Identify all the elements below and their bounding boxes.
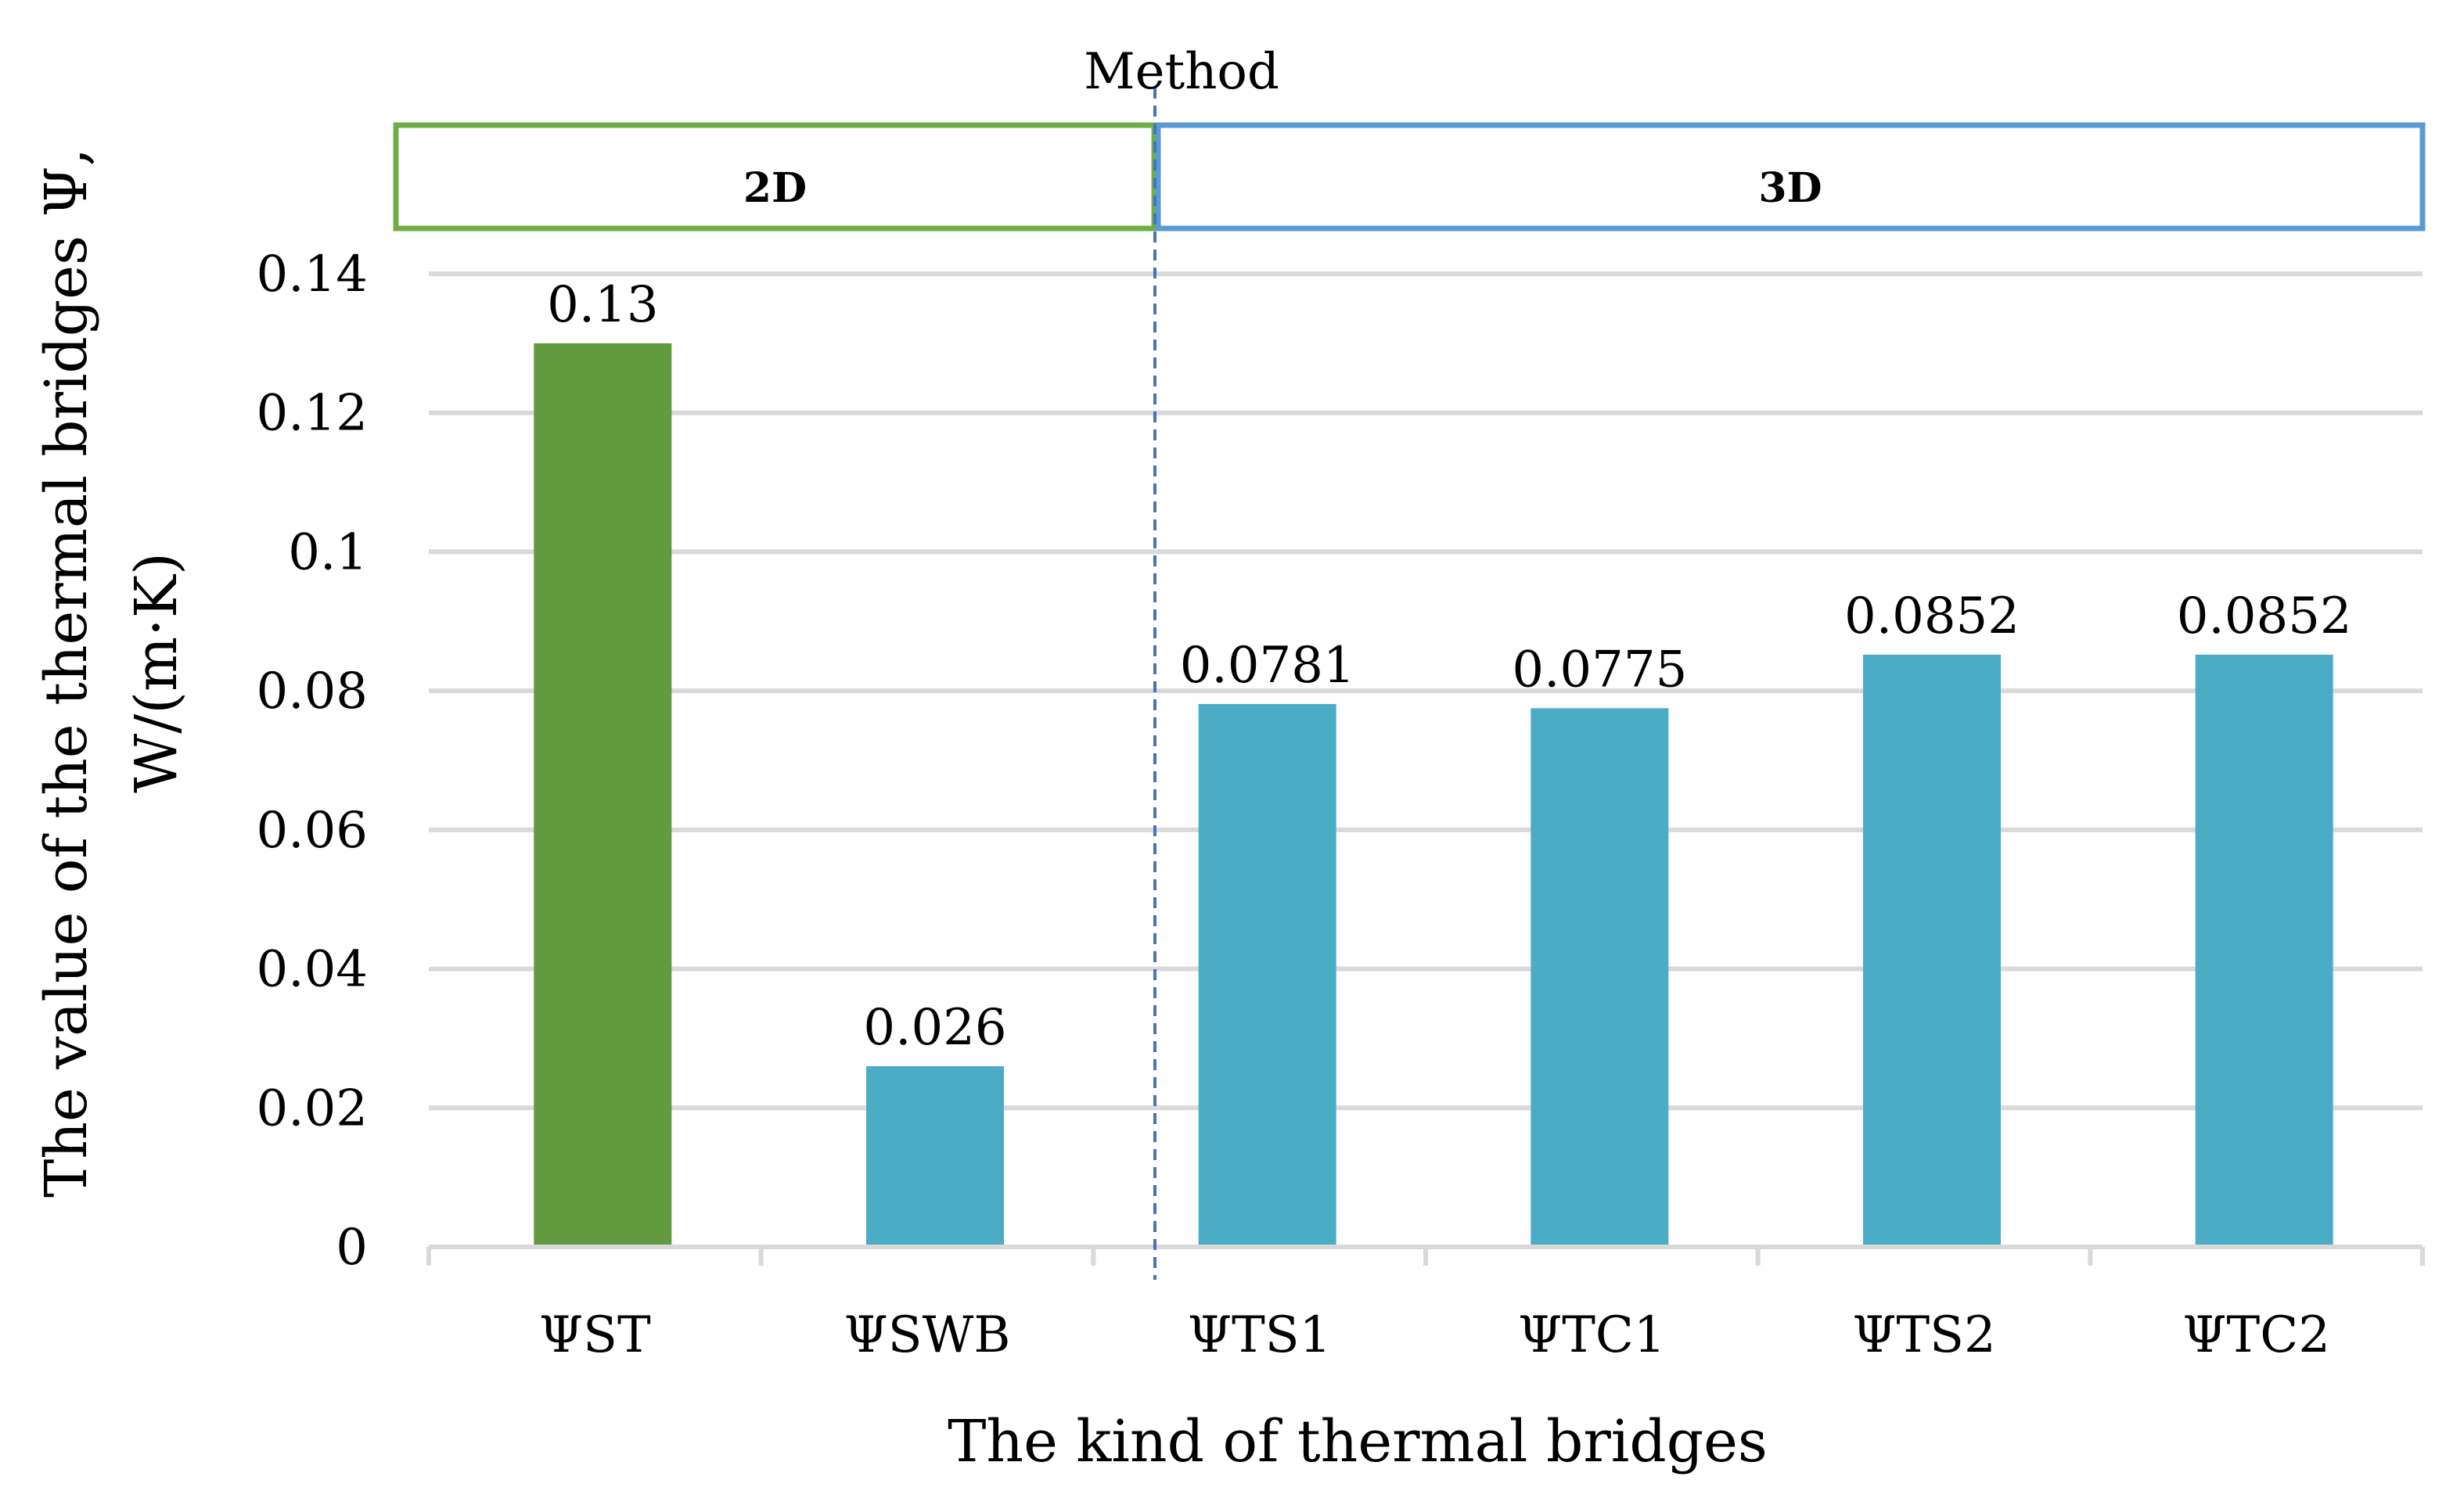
x-tick-label: ΨTC2 — [2182, 1306, 2330, 1364]
y-axis-ticks: 0 0.02 0.04 0.06 0.08 0.1 0.12 0.14 — [257, 246, 369, 1277]
y-axis-title: The value of the thermal bridges Ψ, W/(m… — [33, 148, 190, 1198]
data-label: 0.0852 — [2177, 587, 2352, 645]
bar — [534, 343, 672, 1247]
method-group-label: 2D — [743, 164, 807, 212]
data-label: 0.0775 — [1512, 641, 1687, 699]
data-label: 0.0781 — [1180, 637, 1355, 695]
bar — [866, 1065, 1004, 1247]
x-axis — [426, 1245, 2425, 1266]
bar — [2195, 654, 2333, 1247]
method-title: Method — [1084, 43, 1279, 101]
gridlines — [429, 271, 2423, 1111]
y-tick-label: 0.04 — [257, 941, 369, 999]
method-header: 2D 3D — [393, 88, 2426, 1280]
y-tick-label: 0 — [336, 1219, 368, 1277]
y-tick-label: 0.08 — [257, 663, 369, 720]
data-label: 0.13 — [547, 276, 659, 334]
bar — [1198, 704, 1336, 1247]
data-label: 0.0852 — [1844, 587, 2020, 645]
y-tick-label: 0.1 — [288, 523, 368, 581]
y-tick-label: 0.06 — [257, 802, 369, 860]
y-tick-label: 0.14 — [257, 246, 369, 304]
data-label: 0.026 — [863, 999, 1006, 1057]
bar — [1863, 654, 2001, 1247]
y-axis-title-line1: The value of the thermal bridges Ψ, — [33, 148, 100, 1198]
bar — [1531, 708, 1669, 1247]
x-tick-label: ΨSWB — [844, 1306, 1011, 1364]
x-tick-label: ΨTS2 — [1852, 1306, 1995, 1364]
method-group-box — [1155, 122, 2426, 232]
method-group-label: 3D — [1758, 164, 1822, 212]
x-axis-title: The kind of thermal bridges — [948, 1408, 1768, 1475]
y-tick-label: 0.02 — [257, 1079, 369, 1137]
x-axis-ticks: ΨST ΨSWB ΨTS1 ΨTC1 ΨTS2 ΨTC2 — [539, 1306, 2330, 1364]
x-tick-label: ΨTS1 — [1188, 1306, 1331, 1364]
data-labels: 0.13 0.026 0.0781 0.0775 0.0852 0.0852 — [547, 276, 2352, 1057]
x-tick-label: ΨST — [539, 1306, 651, 1364]
y-tick-label: 0.12 — [257, 385, 369, 443]
method-group-box — [393, 122, 1157, 232]
y-axis-title-line2: W/(m·K) — [123, 552, 190, 793]
bars — [534, 343, 2333, 1247]
x-tick-label: ΨTC1 — [1518, 1306, 1666, 1364]
